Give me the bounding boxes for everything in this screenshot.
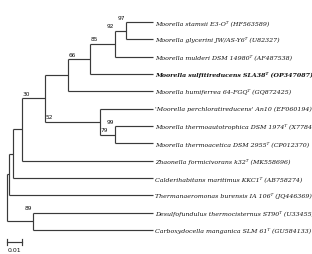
Text: 0.01: 0.01	[8, 247, 21, 252]
Text: Moorella glycerini JW/AS-Y6ᵀ (U82327): Moorella glycerini JW/AS-Y6ᵀ (U82327)	[155, 37, 280, 43]
Text: Moorella stamsii E3-Oᵀ (HF563589): Moorella stamsii E3-Oᵀ (HF563589)	[155, 20, 269, 26]
Text: 52: 52	[45, 115, 53, 120]
Text: Calderihabitans maritimus KKC1ᵀ (AB758274): Calderihabitans maritimus KKC1ᵀ (AB75827…	[155, 175, 302, 181]
Text: 97: 97	[117, 16, 125, 21]
Text: 85: 85	[91, 37, 99, 42]
Text: 66: 66	[69, 52, 76, 57]
Text: 'Moorella perchloratireducens' An10 (EF060194): 'Moorella perchloratireducens' An10 (EF0…	[155, 106, 312, 112]
Text: 79: 79	[101, 128, 108, 133]
Text: Carboxydocella manganica SLM 61ᵀ (GU584133): Carboxydocella manganica SLM 61ᵀ (GU5841…	[155, 227, 311, 233]
Text: 92: 92	[107, 24, 115, 29]
Text: Moorella humiferrea 64-FGQᵀ (GQ872425): Moorella humiferrea 64-FGQᵀ (GQ872425)	[155, 89, 291, 95]
Text: 89: 89	[25, 206, 32, 211]
Text: 30: 30	[23, 92, 30, 97]
Text: Moorella thermoautotrophica DSM 1974ᵀ (X77849): Moorella thermoautotrophica DSM 1974ᵀ (X…	[155, 123, 312, 129]
Text: Desulfofundulus thermocisternus ST90ᵀ (U33455): Desulfofundulus thermocisternus ST90ᵀ (U…	[155, 210, 312, 216]
Text: Moorella mulderi DSM 14980ᵀ (AF487538): Moorella mulderi DSM 14980ᵀ (AF487538)	[155, 54, 292, 60]
Text: Zhaonella formicivorans k32ᵀ (MK558696): Zhaonella formicivorans k32ᵀ (MK558696)	[155, 158, 290, 164]
Text: Moorella thermoacetica DSM 2955ᵀ (CP012370): Moorella thermoacetica DSM 2955ᵀ (CP0123…	[155, 141, 309, 147]
Text: Thermanaeromonas burensis IA 106ᵀ (JQ446369): Thermanaeromonas burensis IA 106ᵀ (JQ446…	[155, 193, 312, 198]
Text: Moorella sulfitireducens SLA38ᵀ (OP347087): Moorella sulfitireducens SLA38ᵀ (OP34708…	[155, 72, 312, 77]
Text: 99: 99	[107, 119, 115, 124]
